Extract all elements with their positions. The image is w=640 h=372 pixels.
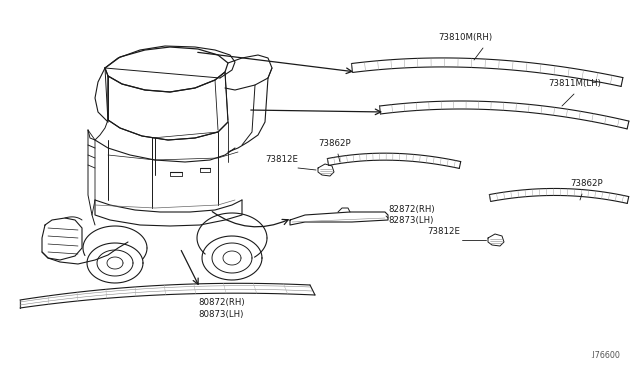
Text: 73862P: 73862P bbox=[318, 139, 351, 148]
Text: 73810M(RH): 73810M(RH) bbox=[438, 33, 492, 42]
Text: 73812E: 73812E bbox=[427, 228, 460, 237]
Text: 73812E: 73812E bbox=[265, 155, 298, 164]
Text: 73862P: 73862P bbox=[570, 179, 603, 188]
Text: 73811M(LH): 73811M(LH) bbox=[548, 79, 601, 88]
Text: 82872(RH)
82873(LH): 82872(RH) 82873(LH) bbox=[388, 205, 435, 225]
Text: .I76600: .I76600 bbox=[590, 351, 620, 360]
Text: 80872(RH)
80873(LH): 80872(RH) 80873(LH) bbox=[198, 298, 244, 319]
